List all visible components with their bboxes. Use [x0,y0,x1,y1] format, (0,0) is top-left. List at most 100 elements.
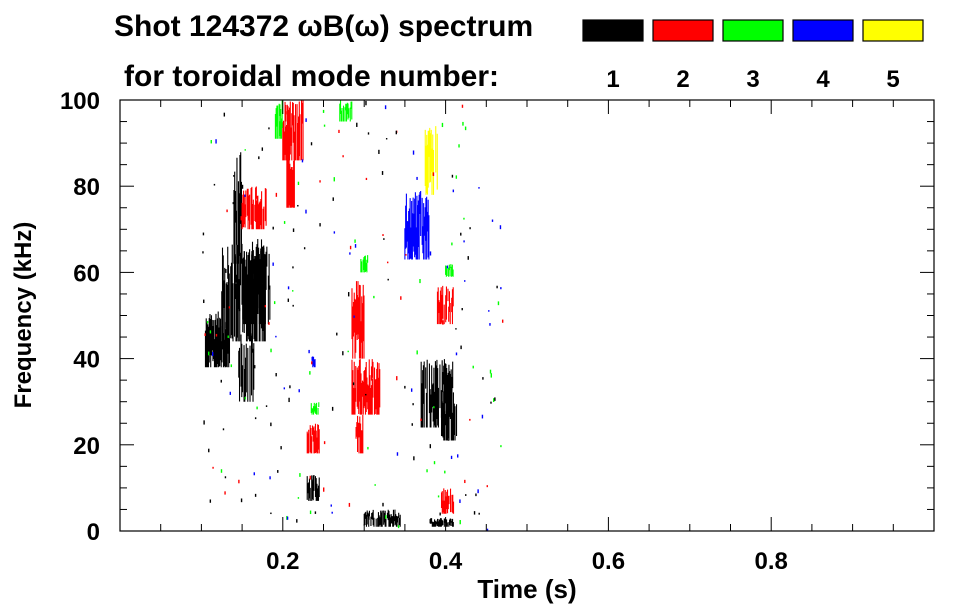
speckle [464,126,467,131]
speckle [384,105,387,110]
speckle [429,251,432,256]
speckle [367,132,370,135]
speckle [305,209,307,214]
y-tick-label: 100 [60,88,100,115]
speckle [365,177,368,181]
speckle [215,333,218,337]
speckle [501,319,504,323]
spectrum-band-mode-1 [429,518,454,527]
x-axis-label: Time (s) [477,574,576,604]
legend-swatch-1 [582,19,644,42]
speckle [410,388,413,392]
speckle [460,345,462,350]
speckle [464,280,466,282]
speckle [385,515,387,519]
speckle [265,405,268,407]
speckle [283,387,286,390]
speckle [460,232,462,236]
series-mode-5 [424,126,438,195]
speckle [244,194,246,197]
speckle [397,525,400,529]
series-mode-3 [274,100,454,415]
speckle [451,174,454,178]
speckle [469,227,471,230]
y-tick-label: 60 [73,260,100,287]
spectrum-band-mode-1 [306,475,320,501]
y-tick-label: 20 [73,433,100,460]
speckle [338,129,340,134]
speckle [228,306,231,309]
speckle [244,149,246,151]
speckle [296,519,298,523]
speckle [411,423,413,426]
spectrum-band-mode-2 [286,154,295,208]
speckle [268,322,270,325]
speckle [426,469,428,473]
speckle [323,124,326,127]
speckle [241,184,244,189]
spectrum-band-mode-4 [311,356,316,368]
speckle [224,491,226,495]
speckle [312,479,314,482]
speckle [493,398,495,403]
speckle [280,446,282,450]
speckle [210,139,212,144]
speckle [309,475,311,480]
speckle [455,175,458,179]
speckle [433,461,436,465]
legend-swatch-2 [652,19,714,42]
speckle [323,487,325,492]
speckle [478,187,480,189]
speckle [432,172,435,177]
speckle [225,269,227,273]
spectrum-band-mode-2 [351,359,381,415]
speckle [368,515,370,520]
legend-label-5: 5 [886,66,899,93]
speckle [244,397,247,400]
speckle [439,512,441,516]
speckle [416,350,418,355]
y-tick-label: 0 [87,519,100,546]
speckle [213,183,216,186]
speckle [356,122,358,127]
speckle [336,332,338,336]
speckle [353,315,355,318]
speckle [269,476,271,480]
speckle [384,522,387,524]
x-tick-label: 0.6 [592,548,625,575]
spectrum-marks [202,100,504,532]
speckle [331,406,334,411]
speckle [298,389,300,393]
speckle [286,515,288,520]
legend-label-1: 1 [606,66,619,93]
speckle [496,285,498,289]
speckle [233,175,235,177]
speckle [227,335,229,338]
speckle [330,504,332,507]
speckle [254,365,256,369]
speckle [442,320,444,325]
y-tick-labels: 0 20 40 60 80 100 [60,88,100,546]
speckle [288,397,290,403]
speckle [270,422,272,427]
speckle [342,155,344,158]
speckle [461,104,464,108]
speckle [463,217,465,220]
speckle [378,149,380,154]
speckle [354,239,356,243]
speckle [396,376,398,381]
legend-label-3: 3 [746,66,759,93]
speckle [309,510,312,515]
speckle [256,406,258,410]
speckle [223,112,226,117]
speckle [303,247,306,250]
legend-swatch-5 [862,19,924,42]
speckle [283,221,286,224]
speckle [333,231,336,234]
speckle [301,159,304,163]
spectrum-band-mode-2 [355,414,364,454]
speckle [387,278,389,281]
speckle [462,121,464,126]
speckle [451,242,453,246]
series-mode-1 [204,152,458,527]
